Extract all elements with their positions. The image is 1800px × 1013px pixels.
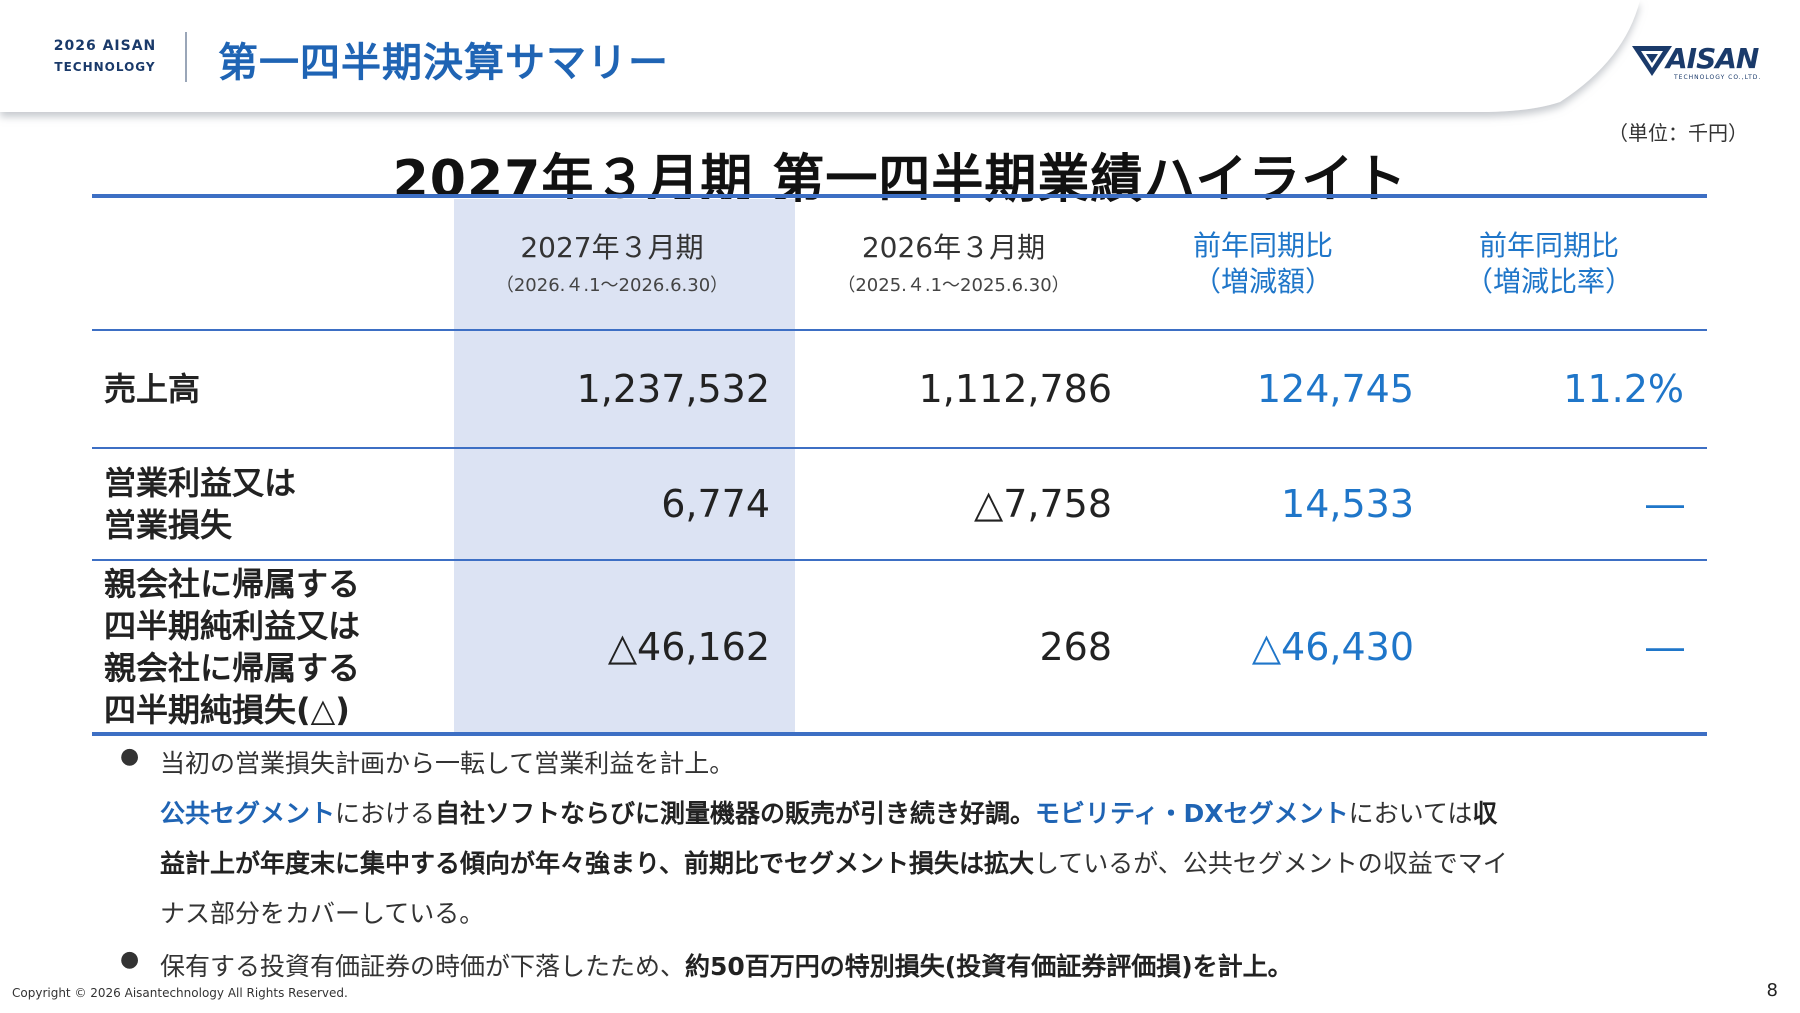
value-current: 1,237,532 [576, 367, 770, 411]
note-fragment: における [335, 799, 436, 828]
table-top-rule [92, 194, 1707, 198]
emphasis-public-segment: 公共セグメント [160, 799, 336, 828]
column-header-line-1: 前年同期比 [1192, 228, 1333, 262]
column-header-line-2: （増減比率） [1464, 264, 1633, 298]
value-prior: △7,758 [973, 482, 1112, 526]
brand-line-2: TECHNOLOGY [54, 59, 156, 74]
column-header-prior: 2026年３月期 （2025.４.1～2025.6.30） [795, 198, 1112, 329]
table-row-net-income: 親会社に帰属する 四半期純利益又は 親会社に帰属する 四半期純損失(△) △46… [92, 561, 1707, 732]
row-label-line: 親会社に帰属する [104, 564, 361, 603]
value-change-amount: △46,430 [1251, 624, 1414, 669]
row-label: 営業利益又は 営業損失 [104, 449, 444, 559]
row-label: 親会社に帰属する 四半期純利益又は 親会社に帰属する 四半期純損失(△) [104, 561, 444, 732]
copyright: Copyright © 2026 Aisantechnology All Rig… [12, 986, 348, 1000]
column-header-change-amount: 前年同期比 （増減額） [1112, 198, 1414, 329]
table-header-row: 2027年３月期 （2026.４.1～2026.6.30） 2026年３月期 （… [92, 198, 1707, 329]
unit-note: （単位：千円） [1608, 121, 1748, 145]
row-label-line: 営業利益又は [104, 464, 297, 502]
row-label-line: 四半期純利益又は [104, 606, 361, 645]
header-band: 2026 AISAN TECHNOLOGY 第一四半期決算サマリー AISAN … [0, 0, 1800, 130]
note-text: 益計上が年度末に集中する傾向が年々強まり、前期比でセグメント損失は拡大しているが… [160, 844, 1508, 880]
logo-subtext: TECHNOLOGY CO.,LTD. [1674, 74, 1762, 81]
column-header-main: 2027年３月期 [520, 230, 704, 264]
logo-word: AISAN [1666, 42, 1759, 75]
bullet-icon: ● [120, 947, 140, 972]
note-fragment: しているが、公共セグメントの収益でマイ [1034, 849, 1508, 878]
value-current: △46,162 [607, 624, 770, 669]
value-change-rate: ― [1646, 482, 1684, 526]
emphasis-special-loss: 約50百万円の特別損失(投資有価証券評価損)を計上。 [685, 952, 1293, 981]
value-prior: 268 [1039, 624, 1112, 669]
triangle-chevron-icon [1632, 46, 1672, 76]
note-text: 当初の営業損失計画から一転して営業利益を計上。 [160, 749, 735, 778]
column-header-line-1: 前年同期比 [1478, 228, 1619, 262]
note-text: ナス部分をカバーしている。 [160, 899, 485, 928]
column-header-change-rate: 前年同期比 （増減比率） [1414, 198, 1684, 329]
header-rule [92, 329, 1707, 331]
brand-line-1: 2026 AISAN [53, 38, 157, 54]
emphasis-sales: 自社ソフトならびに測量機器の販売が引き続き好調。 [435, 799, 1036, 828]
note-fragment: 保有する投資有価証券の時価が下落したため、 [160, 952, 686, 981]
column-header-main: 2026年３月期 [861, 230, 1046, 264]
table-row-net-sales: 売上高 1,237,532 1,112,786 124,745 11.2% [92, 331, 1707, 447]
emphasis-mobility-segment: モビリティ・DXセグメント [1035, 799, 1349, 828]
value-prior: 1,112,786 [918, 367, 1112, 411]
row-label: 売上高 [104, 370, 201, 408]
current-period-highlight [454, 199, 795, 735]
row-rule-1 [92, 447, 1707, 449]
note-text: 公共セグメントにおける自社ソフトならびに測量機器の販売が引き続き好調。モビリティ… [160, 794, 1497, 830]
row-label-line: 営業損失 [104, 506, 233, 544]
value-change-rate: 11.2% [1563, 367, 1684, 411]
row-label-line: 親会社に帰属する [104, 648, 361, 687]
note-fragment: においては [1348, 799, 1473, 828]
note-text: 保有する投資有価証券の時価が下落したため、約50百万円の特別損失(投資有価証券評… [160, 947, 1293, 983]
row-label-line: 四半期純損失(△) [104, 690, 350, 729]
value-current: 6,774 [661, 482, 770, 526]
page-number: 8 [1766, 980, 1778, 1001]
brand-mark: 2026 AISAN TECHNOLOGY [50, 36, 160, 76]
row-rule-2 [92, 559, 1707, 561]
header-swoosh [0, 0, 1640, 112]
value-change-amount: 14,533 [1281, 482, 1414, 526]
column-header-period: （2025.４.1～2025.6.30） [837, 274, 1070, 296]
company-logo: AISAN TECHNOLOGY CO.,LTD. [1628, 40, 1768, 86]
page-title: 第一四半期決算サマリー [218, 40, 669, 86]
header-divider [185, 32, 187, 82]
column-header-line-2: （増減額） [1192, 264, 1333, 298]
emphasis-revenue: 収 [1472, 799, 1498, 828]
value-change-rate: ― [1646, 624, 1684, 669]
table-bottom-rule [92, 732, 1707, 736]
column-header-period: （2026.４.1～2026.6.30） [495, 274, 729, 296]
column-header-current: 2027年３月期 （2026.４.1～2026.6.30） [454, 198, 770, 329]
table-row-operating-income: 営業利益又は 営業損失 6,774 △7,758 14,533 ― [92, 449, 1707, 559]
emphasis-loss-expansion: 益計上が年度末に集中する傾向が年々強まり、前期比でセグメント損失は拡大 [160, 849, 1035, 878]
bullet-icon: ● [120, 744, 140, 769]
value-change-amount: 124,745 [1256, 367, 1414, 411]
